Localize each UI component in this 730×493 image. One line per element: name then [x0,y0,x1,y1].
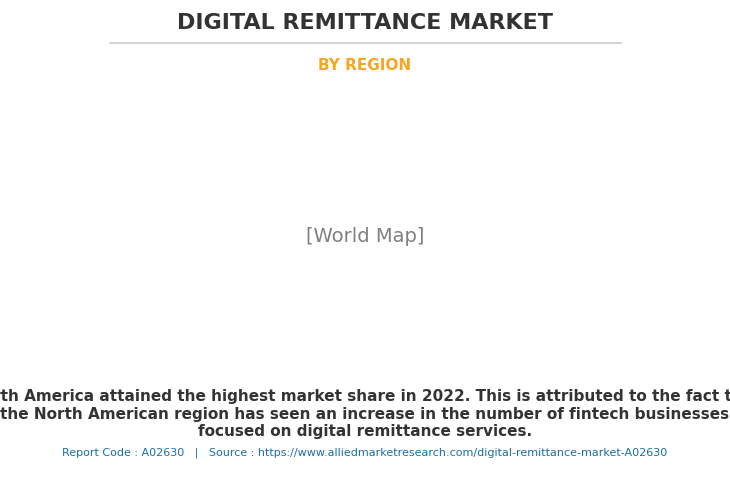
Text: North America attained the highest market share in 2022. This is attributed to t: North America attained the highest marke… [0,389,730,439]
Text: BY REGION: BY REGION [318,58,412,72]
Text: DIGITAL REMITTANCE MARKET: DIGITAL REMITTANCE MARKET [177,13,553,34]
Text: Report Code : A02630   |   Source : https://www.alliedmarketresearch.com/digital: Report Code : A02630 | Source : https://… [62,448,668,458]
Text: [World Map]: [World Map] [306,227,424,246]
